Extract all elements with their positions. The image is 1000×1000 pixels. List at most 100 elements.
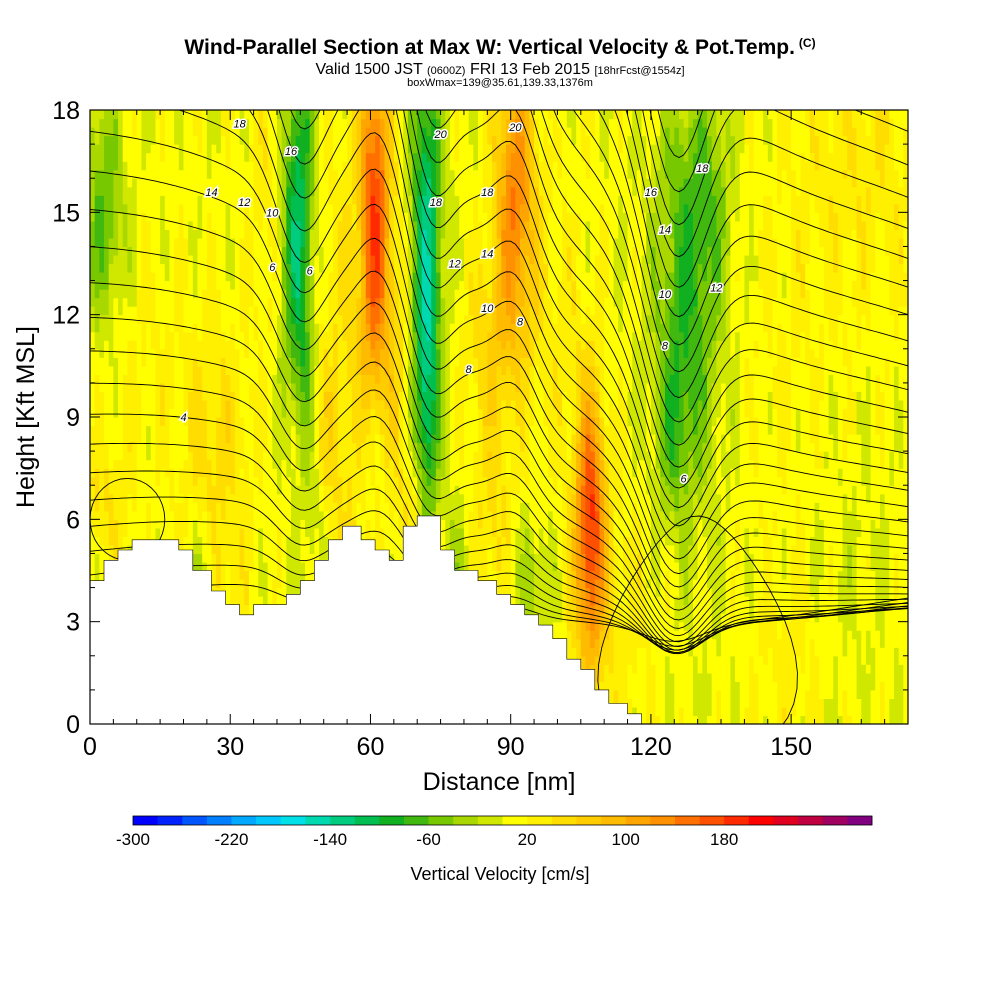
x-axis-label: Distance [nm] [423, 768, 576, 796]
theta-contour-label: 14 [205, 187, 217, 199]
theta-contour-labels: 4 6 6 10 12 14 16 18 20 20 18 18 14 12 10 8 8 16 18 14 10 12 8… [179, 117, 724, 487]
colorbar-swatch [699, 816, 725, 825]
subtitle-utc: (0600Z) [426, 65, 466, 77]
theta-contour-label: 4 [180, 412, 186, 424]
theta-contour-label: 18 [233, 119, 246, 131]
theta-contour-line [634, 110, 908, 258]
colorbar-swatch [453, 816, 479, 825]
theta-contour-line [90, 350, 908, 643]
theta-contour-label: 8 [517, 317, 524, 329]
colorbar-swatch [724, 816, 750, 825]
colorbar-tick-label: -60 [416, 830, 441, 849]
theta-contour-label: 12 [448, 259, 460, 271]
theta-contour-line [90, 470, 908, 655]
y-tick-label: 3 [66, 609, 80, 637]
y-axis-label: Height [Kft MSL] [12, 326, 40, 508]
chart-title-text: Wind-Parallel Section at Max W: Vertical… [184, 36, 795, 59]
x-tick-label: 60 [357, 733, 385, 761]
colorbar-swatch [428, 816, 454, 825]
y-tick-label: 0 [66, 711, 80, 739]
colorbar-swatch [527, 816, 553, 825]
theta-contour-label: 12 [238, 197, 250, 209]
copyright-mark: (C) [798, 36, 816, 50]
theta-contour-label: 8 [466, 364, 473, 376]
theta-contour-label: 20 [508, 122, 522, 134]
colorbar-swatch [206, 816, 232, 825]
colorbar-swatch [798, 816, 824, 825]
colorbar-tick-label: 180 [710, 830, 738, 849]
theta-contour-line [290, 110, 908, 509]
x-tick-label: 30 [216, 733, 244, 761]
colorbar-swatch [133, 816, 158, 825]
theta-contour-label: 8 [662, 340, 669, 352]
colorbar-swatch [822, 816, 848, 825]
colorbar-swatch [280, 816, 306, 825]
x-tick-label: 0 [83, 733, 97, 761]
colorbar-swatch [748, 816, 774, 825]
colorbar-swatch [354, 816, 380, 825]
colorbar-swatch [847, 816, 873, 825]
y-tick-label: 6 [66, 506, 80, 534]
colorbar-tick-label: -140 [313, 830, 347, 849]
colorbar-swatch [576, 816, 602, 825]
x-tick-label: 150 [770, 733, 812, 761]
theta-contour-line [248, 110, 908, 560]
theta-contour-label: 6 [269, 262, 276, 274]
theta-contour-line [90, 316, 908, 637]
theta-contour-label: 6 [681, 473, 688, 485]
colorbar-label: Vertical Velocity [cm/s] [410, 864, 589, 884]
colorbar-tick-label: -220 [214, 830, 248, 849]
theta-contour-line [90, 382, 908, 648]
colorbar-tick-labels: -300 -220 -140 -60 20 100 180 [116, 830, 738, 849]
theta-contour-label: 14 [659, 224, 671, 236]
colorbar-swatch [502, 816, 528, 825]
theta-contour-line [90, 209, 908, 611]
chart-title: Wind-Parallel Section at Max W: Vertical… [0, 36, 1000, 60]
colorbar-frame [132, 815, 873, 826]
colorbar-swatch [674, 816, 700, 825]
colorbar-tick-label: 100 [612, 830, 640, 849]
theta-contour-label: 18 [430, 197, 443, 209]
colorbar-swatch [773, 816, 799, 825]
theta-contour-label: 20 [433, 129, 447, 141]
colorbar-swatch [182, 816, 208, 825]
theta-contour-line [278, 110, 908, 527]
chart-subtitle-box: boxWmax=139@35.61,139.33,1376m [407, 77, 593, 89]
theta-contour-line [90, 170, 908, 600]
theta-contour-line [90, 521, 908, 653]
colorbar-tick-label: -300 [116, 830, 150, 849]
theta-contour-label: 6 [307, 265, 314, 277]
colorbar-swatch [403, 816, 429, 825]
theta-contour-line [572, 110, 908, 373]
theta-contour-label: 16 [645, 187, 658, 199]
colorbar [132, 815, 873, 826]
terrain-mask [90, 515, 642, 724]
theta-contour-line [409, 110, 908, 489]
axis-ticks [89, 109, 909, 725]
colorbar-swatch [330, 816, 355, 825]
subtitle-valid: Valid 1500 JST [315, 61, 423, 78]
colorbar-swatch [601, 816, 626, 825]
theta-contour-line [425, 110, 908, 446]
theta-contour-line [90, 496, 908, 655]
x-tick-label: 120 [630, 733, 672, 761]
theta-contour-line [540, 110, 908, 423]
colorbar-swatch [477, 816, 503, 825]
theta-contour-line [90, 413, 908, 651]
theta-contour-line [597, 110, 908, 346]
theta-contours [90, 110, 908, 724]
y-tick-labels: 0 3 6 9 12 15 18 [52, 97, 80, 739]
y-tick-label: 9 [66, 404, 80, 432]
theta-contour-line [553, 110, 908, 398]
subtitle-date: FRI 13 Feb 2015 [469, 61, 591, 78]
colorbar-swatch [231, 816, 257, 825]
theta-contour-label: 14 [481, 248, 493, 260]
colorbar-swatch [625, 816, 651, 825]
theta-contour-line [267, 110, 908, 544]
theta-contour-line [614, 110, 908, 318]
colorbar-swatch [305, 816, 331, 825]
theta-contour-label: 10 [659, 289, 672, 301]
theta-contour-label: 12 [710, 282, 722, 294]
theta-contour-line [625, 110, 908, 288]
theta-contour-label: 10 [266, 207, 279, 219]
